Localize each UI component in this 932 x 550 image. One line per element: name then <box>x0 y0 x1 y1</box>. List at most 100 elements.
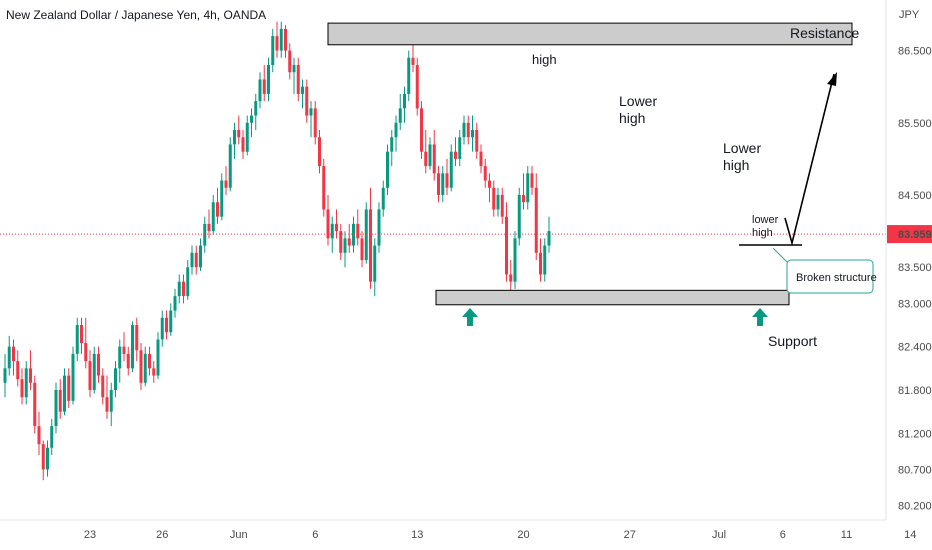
candle <box>343 231 347 268</box>
time-tick-label: 20 <box>517 529 529 541</box>
annotations: ResistanceSupporthighLowerhighLowerhighl… <box>0 22 886 349</box>
candle-body <box>20 379 24 398</box>
candle <box>211 195 215 235</box>
candle-body <box>381 187 385 210</box>
candle-body <box>37 426 41 445</box>
candle-body <box>386 151 389 188</box>
projection-path <box>784 73 835 247</box>
candle-body <box>41 444 45 470</box>
candle <box>386 144 389 195</box>
candle <box>75 317 79 362</box>
candle-body <box>105 397 109 412</box>
candle-body <box>432 144 436 174</box>
candle-body <box>415 65 419 109</box>
candle <box>148 346 151 376</box>
candle <box>318 130 321 174</box>
candle-body <box>92 353 96 390</box>
candle-body <box>207 223 211 232</box>
candle <box>449 144 453 192</box>
candle-body <box>526 173 530 203</box>
candle <box>471 115 474 152</box>
candle <box>292 57 296 94</box>
candle-body <box>24 368 28 398</box>
candle <box>330 216 334 253</box>
candle-body <box>483 166 487 181</box>
candle-body <box>262 79 266 94</box>
candle-body <box>186 267 190 297</box>
candle <box>224 166 228 195</box>
candle-body <box>364 209 368 260</box>
candle-body <box>29 368 32 383</box>
candle-body <box>237 130 241 138</box>
candle <box>313 101 317 145</box>
candle <box>186 260 190 300</box>
candle-body <box>462 122 466 138</box>
candle <box>356 209 360 246</box>
candle <box>24 361 28 405</box>
candle-body <box>143 353 147 383</box>
candle <box>534 173 538 260</box>
price-tick-label: 81.200 <box>898 428 932 440</box>
candle-body <box>211 202 215 232</box>
time-tick-label: 27 <box>624 529 636 541</box>
candle-body <box>534 187 538 253</box>
candle-body <box>458 137 462 159</box>
candle-body <box>190 252 194 268</box>
candle <box>135 317 139 362</box>
candle-body <box>360 238 364 260</box>
high-label: high <box>532 52 557 67</box>
candle <box>369 187 372 289</box>
candle-body <box>279 28 283 51</box>
time-tick-label: Jun <box>230 529 248 541</box>
price-axis[interactable]: JPY 86.500 85.500 84.500 83.500 83.000 82.400 8… <box>885 0 932 520</box>
price-tick-label: 80.700 <box>898 464 932 476</box>
candle <box>517 187 521 246</box>
candle <box>454 137 457 167</box>
candle <box>92 346 96 394</box>
candle <box>220 173 224 221</box>
candle <box>403 86 406 123</box>
candle-body <box>343 238 347 253</box>
candle-body <box>505 216 508 275</box>
candle-body <box>63 375 66 412</box>
candle-body <box>475 130 479 152</box>
price-tick-label: 84.500 <box>898 190 932 202</box>
candle <box>296 57 300 102</box>
candle <box>46 440 49 477</box>
candle-body <box>449 151 453 188</box>
candle <box>335 209 338 239</box>
candle-body <box>199 245 202 268</box>
candle-body <box>394 122 398 138</box>
resistance-label: Resistance <box>790 25 859 41</box>
candle <box>381 180 385 217</box>
candle <box>101 368 105 405</box>
candle <box>360 231 364 268</box>
candle <box>377 202 381 253</box>
candle-body <box>131 325 134 369</box>
candle-body <box>84 343 88 362</box>
candle <box>58 379 62 419</box>
candle <box>539 238 542 282</box>
candle-body <box>118 346 122 369</box>
candle <box>258 72 262 109</box>
candle <box>233 122 236 159</box>
candle-body <box>139 350 143 383</box>
candle <box>122 332 126 362</box>
candle-body <box>101 375 105 398</box>
candle <box>80 317 83 354</box>
candle-body <box>424 151 428 167</box>
candle-body <box>369 209 372 282</box>
time-axis[interactable]: 23 26 Jun 6 13 20 27 Jul 6 11 14 <box>0 519 916 541</box>
callout-text: Broken structure <box>796 272 877 284</box>
candle-body <box>471 130 474 138</box>
candle-body <box>177 281 181 297</box>
candle <box>12 339 15 376</box>
candle-body <box>296 65 300 94</box>
candle <box>139 343 143 390</box>
candle-body <box>301 86 304 94</box>
candle-body <box>258 79 262 102</box>
candle-body <box>80 325 83 344</box>
candle-body <box>500 195 504 217</box>
candle-body <box>305 86 309 116</box>
